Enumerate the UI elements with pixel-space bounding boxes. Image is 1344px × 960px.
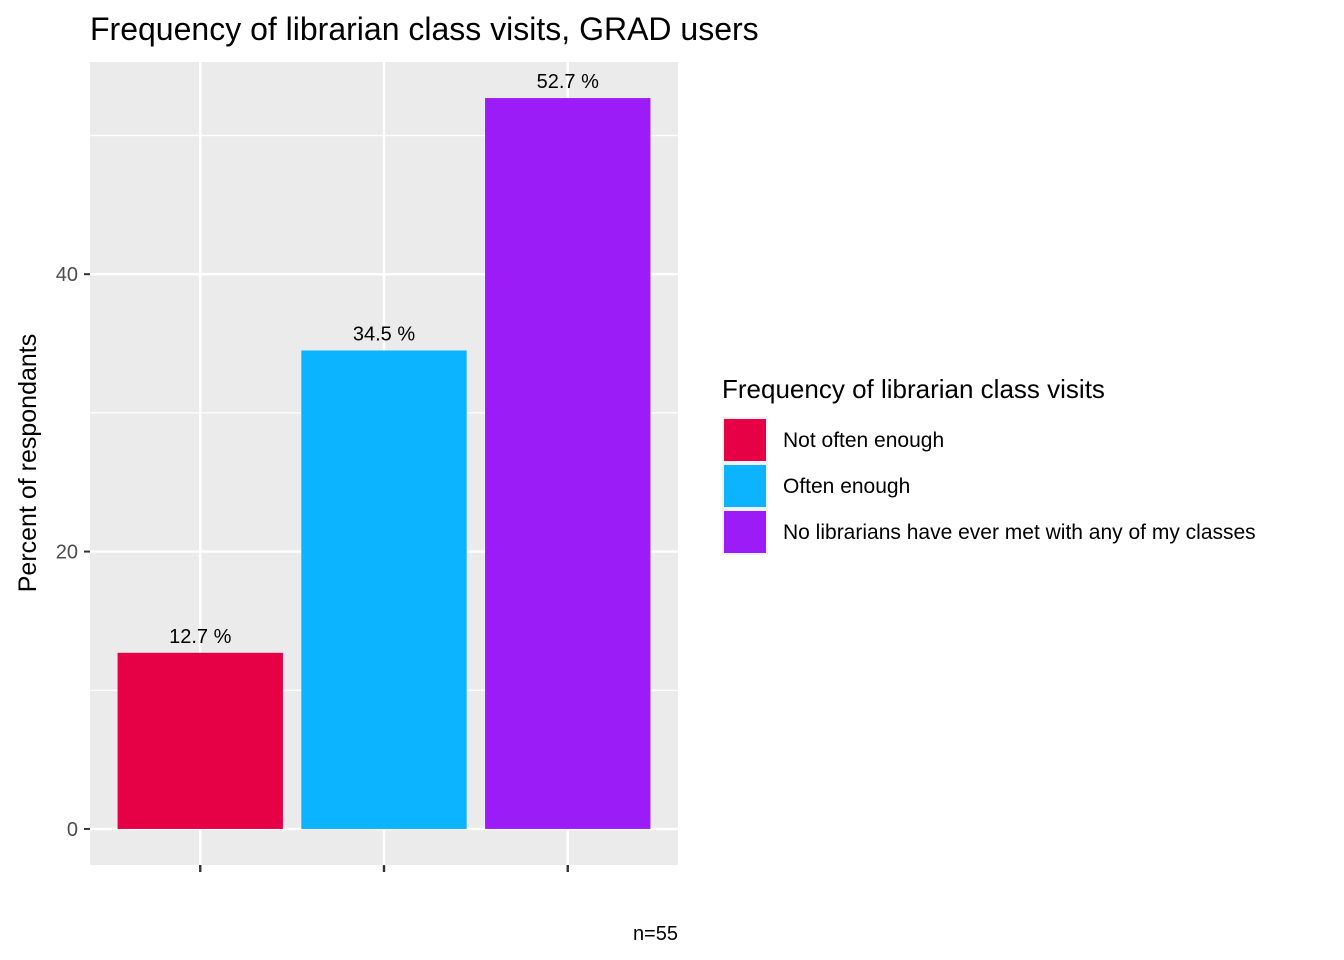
legend-label: Not often enough	[783, 429, 944, 452]
y-axis: 0 20 40	[56, 264, 90, 841]
bar	[117, 652, 283, 829]
bar-data-label: 52.7 %	[537, 71, 599, 93]
legend-key	[724, 465, 766, 507]
legend: Frequency of librarian class visits Not …	[722, 374, 1256, 555]
legend-items: Not often enough Often enough No librarian…	[722, 417, 1256, 555]
sample-size-caption: n=55	[633, 923, 678, 945]
legend-key	[724, 511, 766, 553]
bar	[485, 98, 651, 829]
legend-label: Often enough	[783, 475, 910, 498]
x-axis	[199, 865, 569, 872]
chart-title: Frequency of librarian class visits, GRA…	[90, 11, 759, 47]
legend-label: No librarians have ever met with any of …	[783, 521, 1256, 544]
bar-data-label: 34.5 %	[353, 323, 415, 345]
bar-data-label: 12.7 %	[169, 626, 231, 648]
y-tick-label: 40	[56, 264, 78, 286]
bars	[117, 98, 651, 829]
y-tick-label: 20	[56, 542, 78, 564]
legend-title: Frequency of librarian class visits	[722, 374, 1105, 404]
legend-key	[724, 419, 766, 461]
y-axis-title: Percent of respondants	[14, 334, 42, 593]
data-labels: 12.7 % 34.5 % 52.7 %	[169, 71, 599, 648]
bar	[301, 350, 467, 829]
y-tick-label: 0	[67, 819, 78, 841]
